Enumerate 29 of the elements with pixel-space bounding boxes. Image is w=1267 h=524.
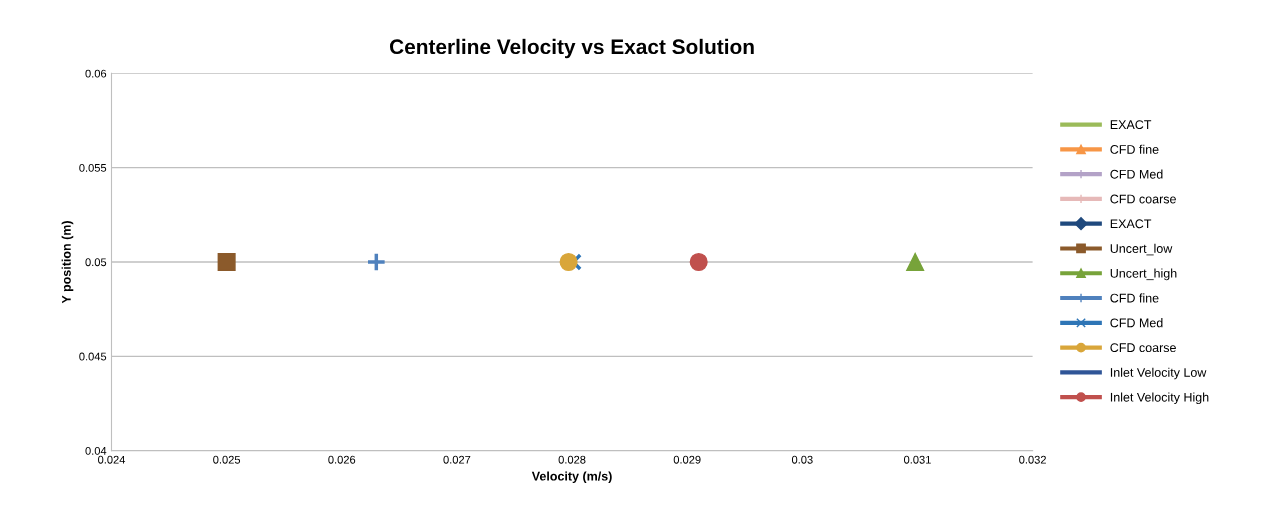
legend-label: Inlet Velocity High <box>1110 392 1209 405</box>
x-axis-title: Velocity (m/s) <box>531 471 612 484</box>
legend-label: CFD fine <box>1110 144 1159 154</box>
y-tick-label: 0.055 <box>79 163 107 172</box>
legend-label: Uncert_low <box>1110 243 1173 256</box>
x-tick-label: 0.029 <box>673 455 701 464</box>
x-tick-label: 0.026 <box>328 455 356 464</box>
chart-title: Centerline Velocity vs Exact Solution <box>389 38 754 59</box>
x-tick-label: 0.032 <box>1019 455 1046 464</box>
legend-label: Uncert_high <box>1110 268 1177 281</box>
x-tick-label: 0.028 <box>558 455 586 464</box>
legend-label: CFD Med <box>1110 318 1163 328</box>
x-tick-label: 0.03 <box>791 455 813 464</box>
y-tick-label: 0.04 <box>85 446 107 455</box>
x-tick-label: 0.027 <box>443 455 471 464</box>
legend-label: CFD fine <box>1110 293 1159 303</box>
y-tick-label: 0.06 <box>85 69 107 78</box>
legend-label: EXACT <box>1110 219 1152 229</box>
x-tick-label: 0.024 <box>98 455 126 464</box>
y-tick-label: 0.05 <box>85 258 107 267</box>
legend-label: EXACT <box>1110 120 1152 130</box>
legend-label: CFD coarse <box>1110 343 1176 353</box>
legend-label: CFD coarse <box>1110 194 1176 204</box>
x-tick-label: 0.031 <box>904 455 931 464</box>
y-axis-title: Y position (m) <box>61 221 74 304</box>
y-tick-label: 0.045 <box>79 352 107 361</box>
x-tick-label: 0.025 <box>213 455 241 464</box>
legend-label: CFD Med <box>1110 169 1163 179</box>
legend-label: Inlet Velocity Low <box>1110 367 1207 380</box>
